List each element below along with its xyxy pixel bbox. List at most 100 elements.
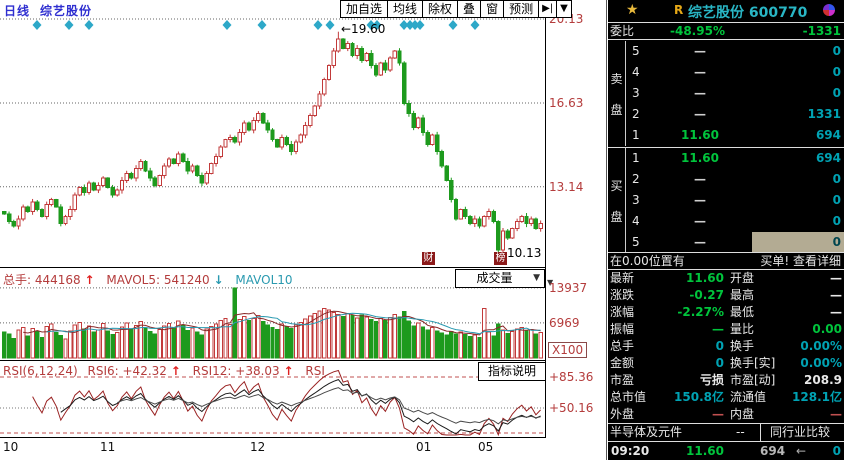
ask-price[interactable]: 11.60: [681, 128, 719, 142]
margin-badge: R: [674, 3, 684, 17]
candlestick-chart[interactable]: [0, 18, 545, 268]
event-diamond-icon[interactable]: [313, 20, 323, 30]
quote-row-1: 涨跌 -0.27 最高 —: [608, 287, 844, 304]
event-diamond-icon[interactable]: [399, 20, 409, 30]
volume-chart[interactable]: [0, 270, 545, 360]
quote-value: —: [830, 271, 842, 285]
down-arrow-icon: ↓: [213, 273, 224, 287]
volume-pane-header: 总手: 444168 ↑ MAVOL5: 541240 ↓ MAVOL10: [3, 271, 293, 288]
quote-row-6: 市盈 亏损 市盈[动] 208.9: [608, 372, 844, 389]
ask-level-3[interactable]: 3 — 0: [626, 83, 844, 104]
volume-indicator-selector[interactable]: 成交量 ▼: [455, 269, 545, 288]
view-detail-link[interactable]: 买单! 查看详细: [760, 254, 841, 268]
bid-price[interactable]: 11.60: [681, 151, 719, 165]
rsi6-value: +42.32: [122, 364, 167, 378]
ask-price[interactable]: —: [694, 65, 706, 79]
event-diamond-icon[interactable]: [84, 20, 94, 30]
event-diamond-icon[interactable]: [448, 20, 458, 30]
period-label: 日线: [4, 4, 31, 18]
ask-level-2[interactable]: 2 — 1331: [626, 104, 844, 125]
ask-level-number: 4: [632, 65, 640, 79]
up-arrow-icon: ↑: [283, 364, 294, 378]
event-diamond-icon[interactable]: [222, 20, 232, 30]
panel-divider: [606, 0, 607, 460]
ask-level-5[interactable]: 5 — 0: [626, 41, 844, 62]
bid-level-4[interactable]: 4 — 0: [626, 211, 844, 232]
quote-label: 换手: [730, 339, 755, 353]
bid-level-2[interactable]: 2 — 0: [626, 169, 844, 190]
news-flag-icon[interactable]: 财: [422, 252, 435, 265]
event-diamond-icon[interactable]: [415, 20, 425, 30]
indicator-help-button[interactable]: 指标说明: [478, 362, 546, 381]
bid-level-1[interactable]: 1 11.60 694: [626, 148, 844, 169]
pie-menu-icon[interactable]: [822, 3, 836, 17]
weibi-label: 委比: [610, 24, 635, 38]
toolbar-button-4[interactable]: 窗: [480, 0, 505, 18]
event-diamond-icon[interactable]: [372, 20, 382, 30]
quote-label: 最新: [610, 271, 635, 285]
ask-volume: 1331: [807, 107, 841, 121]
bid-price[interactable]: —: [694, 235, 706, 249]
event-diamond-icon[interactable]: [470, 20, 480, 30]
bid-level-number: 3: [632, 193, 640, 207]
ask-price[interactable]: —: [694, 107, 706, 121]
pane-divider: [0, 360, 606, 361]
quote-label: 内盘: [730, 407, 755, 421]
quote-label: 开盘: [730, 271, 755, 285]
news-flag-icon[interactable]: 榜: [494, 252, 507, 265]
ask-price[interactable]: —: [694, 44, 706, 58]
toolbar-button-3[interactable]: 叠: [457, 0, 482, 18]
quote-label: 最高: [730, 288, 755, 302]
rsi-pane-header: RSI(6,12,24) RSI6: +42.32 ↑ RSI12: +38.0…: [3, 364, 325, 378]
toolbar-button-1[interactable]: 均线: [387, 0, 424, 18]
time-axis: 10 11 12 01 05: [0, 440, 545, 456]
favorite-star-icon[interactable]: ★: [626, 2, 639, 18]
volume-tick-label: 13937: [549, 280, 588, 295]
ask-level-4[interactable]: 4 — 0: [626, 62, 844, 83]
symbol-name: 综艺股份: [688, 5, 744, 21]
event-diamond-icon[interactable]: [366, 20, 376, 30]
bid-level-3[interactable]: 3 — 0: [626, 190, 844, 211]
mavol5-value: 541240: [163, 273, 210, 287]
quote-label: 总市值: [610, 390, 647, 404]
quote-value: —: [830, 407, 842, 421]
sector-name: 半导体及元件: [610, 425, 683, 439]
order-info-bar: 在0.00位置有 买单! 查看详细: [608, 252, 844, 270]
rsi-chart[interactable]: [0, 361, 545, 437]
bid-price[interactable]: —: [694, 214, 706, 228]
bid-level-number: 5: [632, 235, 640, 249]
month-label-01: 01: [416, 440, 432, 454]
toolbar-dropdown-button[interactable]: ▼: [556, 0, 572, 18]
month-label-12: 12: [250, 440, 266, 454]
industry-compare-link[interactable]: 同行业比较: [770, 425, 831, 439]
quote-label: 市盈: [610, 373, 635, 387]
bid-level-5[interactable]: 5 — 0: [626, 232, 844, 253]
toolbar-button-5[interactable]: 预测: [503, 0, 540, 18]
quote-value: 208.9: [804, 373, 842, 387]
mavol5-label: MAVOL5:: [106, 273, 161, 287]
price-tick-label: 16.63: [549, 95, 584, 110]
bid-level-number: 2: [632, 172, 640, 186]
event-diamond-icon[interactable]: [64, 20, 74, 30]
event-diamond-icon[interactable]: [257, 20, 267, 30]
weibi-row: 委比 -48.95% -1331: [608, 22, 844, 40]
event-diamond-icon[interactable]: [325, 20, 335, 30]
symbol-title: 综艺股份 600770: [688, 2, 807, 22]
ask-price[interactable]: —: [694, 86, 706, 100]
toolbar-button-2[interactable]: 除权: [422, 0, 459, 18]
tick-price: 11.60: [686, 444, 724, 458]
bid-price[interactable]: —: [694, 172, 706, 186]
jump-to-end-button[interactable]: ▶|: [538, 0, 558, 18]
scroll-down-icon[interactable]: ▼: [547, 278, 554, 287]
rsi12-value: +38.03: [235, 364, 280, 378]
month-label-10: 10: [3, 440, 19, 454]
toolbar-button-0[interactable]: 加自选: [340, 0, 389, 18]
event-diamond-icon[interactable]: [405, 20, 415, 30]
bid-price[interactable]: —: [694, 193, 706, 207]
weibi-value: -48.95%: [670, 24, 725, 38]
event-diamond-icon[interactable]: [410, 20, 420, 30]
ask-level-1[interactable]: 1 11.60 694: [626, 125, 844, 146]
sell-order-book: 卖盘 5 — 0 4 — 0 3 — 0 2 — 1331 1 11.60 694: [608, 41, 844, 146]
event-diamond-icon[interactable]: [32, 20, 42, 30]
